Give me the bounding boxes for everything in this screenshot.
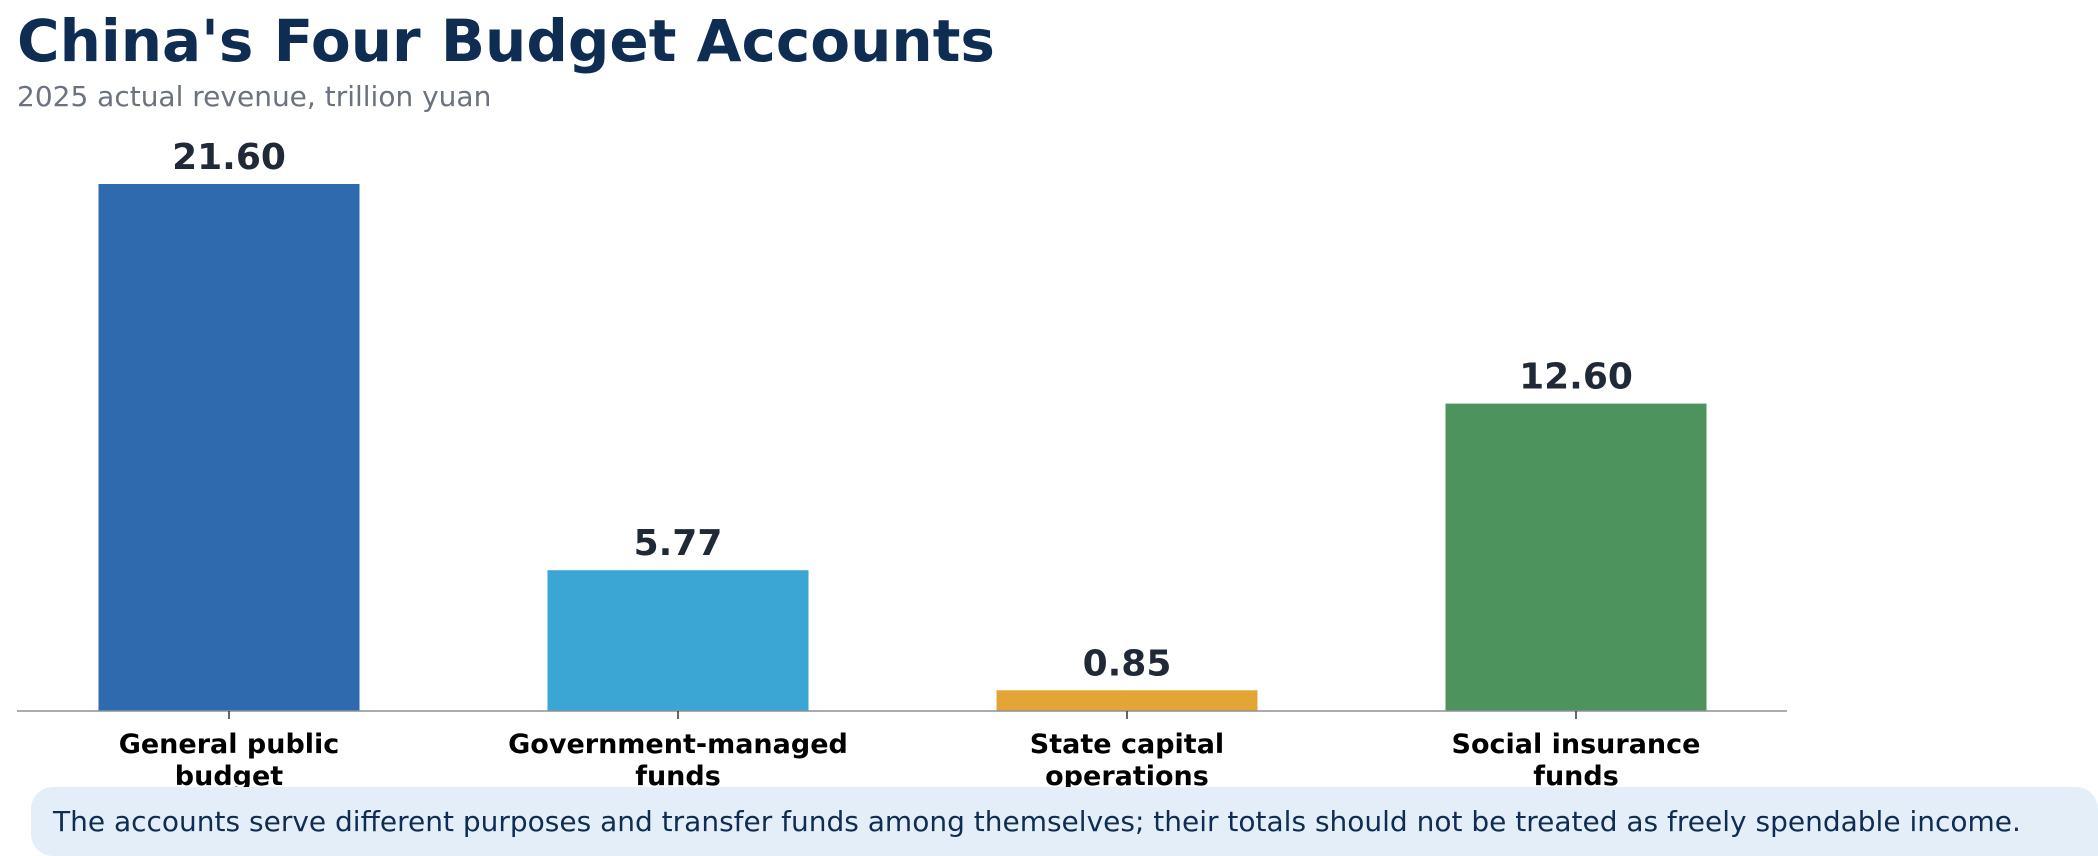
note-callout: The accounts serve different purposes an… — [31, 787, 2098, 856]
bar-0 — [98, 184, 360, 711]
chart-subtitle: 2025 actual revenue, trillion yuan — [17, 80, 492, 113]
x-ticks-layer: General public budget Government-managed fu… — [119, 711, 1701, 790]
value-label-3: 12.60 — [1519, 357, 1633, 398]
bar-3 — [1445, 403, 1707, 711]
x-tick-label-0: General public budget — [119, 729, 340, 790]
value-label-1: 5.77 — [634, 523, 723, 564]
value-label-2: 0.85 — [1083, 643, 1172, 684]
bar-2 — [996, 690, 1258, 711]
x-tick-label-3: Social insurance funds — [1452, 729, 1701, 790]
x-tick-label-1: Government-managed funds — [508, 729, 848, 790]
chart-title: China's Four Budget Accounts — [17, 7, 995, 75]
value-labels-layer: 21.60 5.77 0.85 12.60 — [172, 137, 1633, 684]
bar-1 — [547, 570, 809, 711]
value-label-0: 21.60 — [172, 137, 286, 178]
x-tick-label-2: State capital operations — [1030, 729, 1224, 790]
note-text: The accounts serve different purposes an… — [53, 805, 2021, 838]
bars-layer — [98, 184, 1707, 711]
